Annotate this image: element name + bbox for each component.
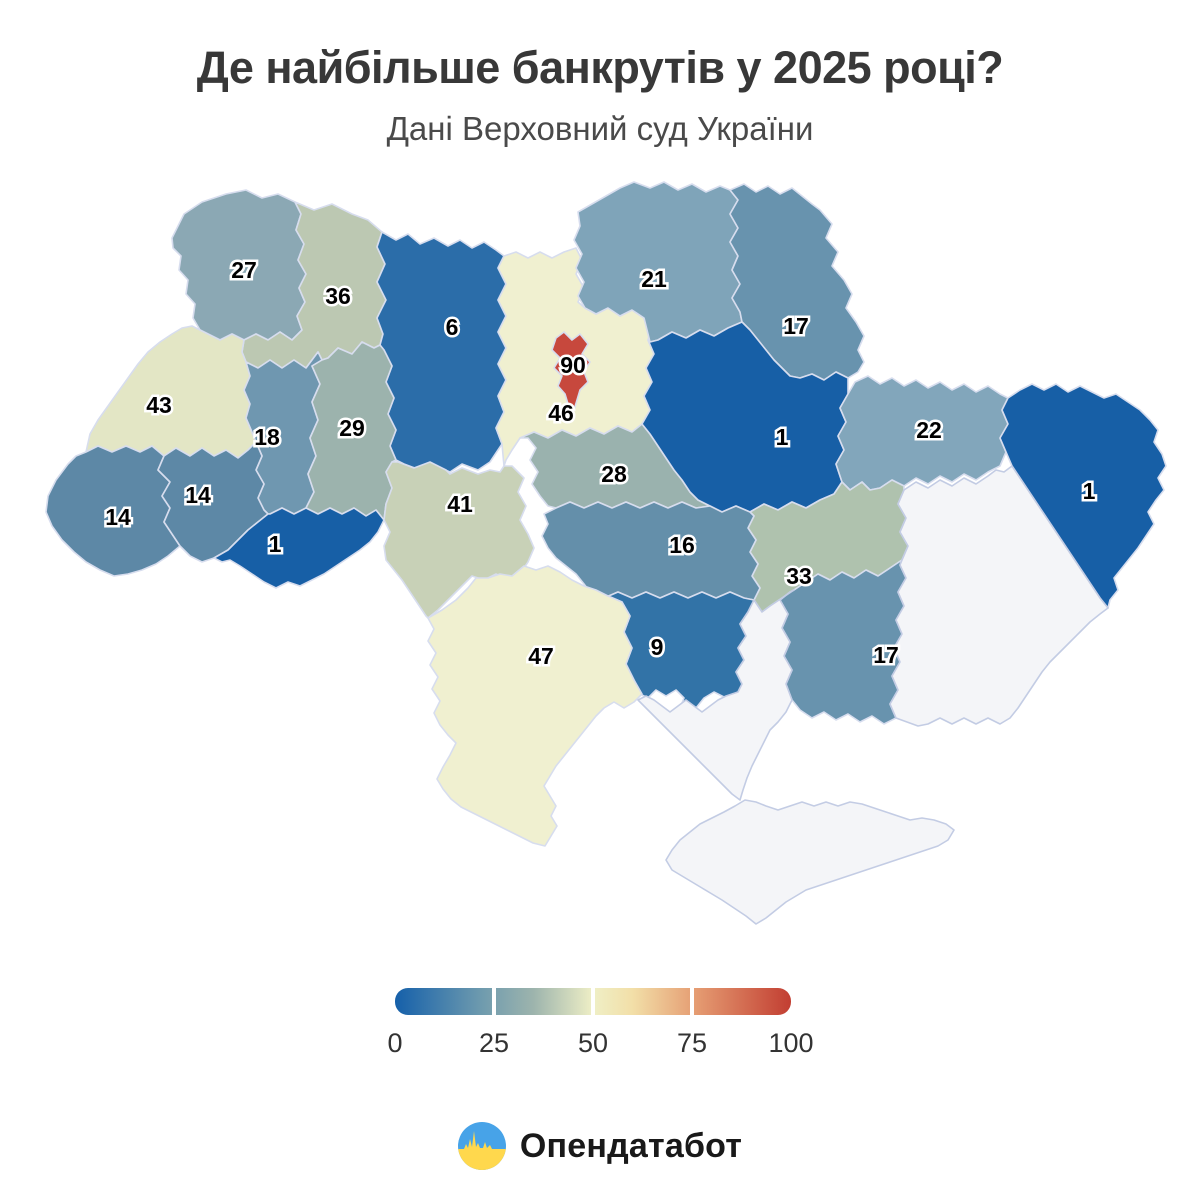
region-value-label-khmelnytskyi: 29 — [339, 415, 365, 441]
region-value-label-ivano-frankivsk: 14 — [185, 482, 211, 508]
logo-text: Опендатабот — [519, 1126, 743, 1165]
color-legend: 0 25 50 75 100 — [387, 988, 814, 1068]
region-value-label-chernihiv: 21 — [641, 266, 667, 292]
region-value-label-kirovohrad: 16 — [669, 532, 695, 558]
region-crimea — [665, 799, 955, 925]
region-value-label-luhansk: 1 — [1083, 478, 1096, 504]
region-value-label-poltava: 1 — [776, 424, 789, 450]
region-value-label-kyiv-city: 90 — [560, 352, 586, 378]
region-kherson — [637, 589, 795, 801]
region-value-label-kharkiv: 22 — [916, 417, 942, 443]
region-zhytomyr — [376, 231, 507, 473]
region-zakarpattia — [45, 445, 181, 577]
legend-tick-0: 0 — [387, 1028, 403, 1058]
region-value-label-zaporizhzhia: 17 — [873, 642, 899, 668]
region-vinnytsia — [383, 461, 535, 619]
region-value-label-mykolaiv: 9 — [651, 634, 664, 660]
region-value-label-chernivtsi: 1 — [269, 531, 282, 557]
legend-tick-25: 25 — [478, 1028, 510, 1058]
region-value-label-sumy: 17 — [783, 313, 809, 339]
region-kirovohrad — [541, 501, 761, 601]
page-subtitle: Дані Верховний суд України — [386, 110, 814, 147]
region-value-label-volyn: 27 — [231, 257, 257, 283]
footer-logo: Опендатабот — [0, 1122, 1200, 1170]
region-value-label-kyiv-oblast: 46 — [548, 400, 574, 426]
region-value-label-ternopil: 18 — [254, 424, 280, 450]
region-donetsk — [889, 465, 1109, 727]
region-value-label-rivne: 36 — [325, 283, 351, 309]
region-kyiv-city — [551, 331, 591, 411]
region-kharkiv — [835, 375, 1009, 491]
legend-separator — [690, 988, 694, 1015]
legend-tick-75: 75 — [676, 1028, 708, 1058]
region-value-label-lviv: 43 — [146, 392, 172, 418]
region-value-label-cherkasy: 28 — [601, 461, 627, 487]
legend-separator — [591, 988, 595, 1015]
region-value-label-vinnytsia: 41 — [447, 491, 473, 517]
region-value-label-zhytomyr: 6 — [446, 314, 459, 340]
region-odesa — [427, 565, 643, 847]
page-title: Де найбільше банкрутів у 2025 році? — [196, 42, 1004, 93]
legend-tick-labels: 0 25 50 75 100 — [387, 1028, 813, 1060]
opendatabot-icon — [457, 1122, 506, 1170]
region-value-label-dnipropetrovsk: 33 — [786, 563, 812, 589]
legend-tick-100: 100 — [768, 1028, 814, 1058]
legend-separator — [492, 988, 496, 1015]
legend-tick-50: 50 — [577, 1028, 609, 1058]
region-value-label-odesa: 47 — [528, 643, 554, 669]
region-value-label-zakarpattia: 14 — [105, 504, 131, 530]
